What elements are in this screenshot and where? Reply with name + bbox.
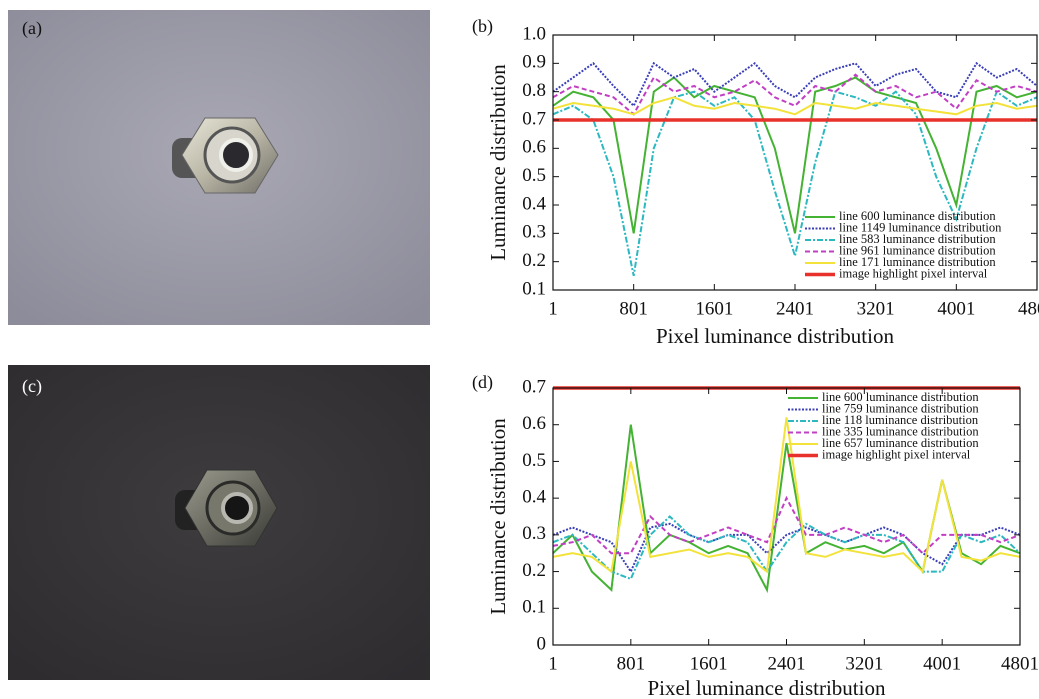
x-tick-label: 801 (619, 298, 648, 319)
y-axis-label: Luminance distribution (486, 64, 510, 261)
series-line (552, 522, 1021, 574)
panel-label: (c) (22, 376, 42, 397)
x-tick-label: 1601 (695, 298, 733, 319)
panel-chart_data-1: (d) 0 0.1 0.2 0.3 0.4 0.5 0.6 0.7 1 801 1601 2401 320… (472, 372, 1039, 699)
x-tick-label: 1601 (690, 653, 728, 674)
series-line (552, 90, 1038, 276)
y-tick-label: 0.7 (522, 376, 546, 397)
y-tick-label: 0.9 (522, 52, 546, 73)
y-tick-label: 0.1 (522, 597, 546, 618)
y-tick-label: 0.3 (522, 523, 546, 544)
y-tick-label: 0.6 (522, 137, 546, 158)
x-axis-label: Pixel luminance distribution (656, 324, 894, 348)
x-tick-label: 2401 (768, 653, 806, 674)
series-line (552, 417, 1021, 574)
y-tick-label: 0 (537, 633, 547, 654)
legend-label: image highlight pixel interval (822, 447, 971, 461)
y-axis-label: Luminance distribution (486, 418, 510, 615)
series-line (552, 73, 1038, 116)
photo-a: (a) (8, 10, 430, 325)
x-tick-label: 4801 (1018, 298, 1039, 319)
legend-label: line 118 luminance distribution (822, 413, 979, 427)
x-tick-label: 1 (548, 653, 558, 674)
y-tick-label: 0.3 (522, 222, 546, 243)
x-tick-label: 801 (617, 653, 646, 674)
legend-label: line 171 luminance distribution (839, 255, 996, 269)
x-tick-label: 3201 (857, 298, 895, 319)
series-line (552, 61, 1038, 108)
x-tick-label: 4001 (937, 298, 975, 319)
legend-label: line 600 luminance distribution (822, 390, 979, 404)
y-tick-label: 0.4 (522, 487, 546, 508)
legend-label: line 759 luminance distribution (822, 401, 979, 415)
series-line (552, 495, 1021, 555)
x-tick-label: 1 (548, 298, 558, 319)
y-tick-label: 0.4 (522, 193, 546, 214)
x-tick-label: 4801 (1001, 653, 1039, 674)
legend-label: line 961 luminance distribution (839, 243, 996, 257)
panel-label: (a) (22, 18, 42, 39)
series-line (552, 96, 1038, 116)
panel-label: (b) (472, 16, 493, 37)
series-line (552, 76, 1038, 234)
y-tick-label: 0.1 (522, 278, 546, 299)
x-tick-label: 3201 (845, 653, 883, 674)
x-tick-label: 4001 (923, 653, 961, 674)
y-tick-label: 0.8 (522, 80, 546, 101)
legend-label: line 1149 luminance distribution (839, 220, 1002, 234)
series-line (552, 515, 1021, 581)
y-tick-label: 0.5 (522, 450, 546, 471)
legend-label: image highlight pixel interval (839, 266, 988, 280)
y-tick-label: 0.5 (522, 165, 546, 186)
panel-label: (d) (472, 372, 493, 393)
legend-label: line 600 luminance distribution (839, 209, 996, 223)
y-tick-label: 0.2 (522, 560, 546, 581)
y-tick-label: 0.6 (522, 413, 546, 434)
legend-label: line 583 luminance distribution (839, 232, 996, 246)
legend-label: line 657 luminance distribution (822, 436, 979, 450)
panel-chart_data-0: (b) 0.1 0.2 0.3 0.4 0.5 0.6 0.7 0.8 0.9 1.0 1 801 160… (472, 16, 1039, 348)
x-axis-label: Pixel luminance distribution (648, 676, 886, 699)
y-tick-label: 0.7 (522, 108, 546, 129)
y-tick-label: 0.2 (522, 250, 546, 271)
photo-c: (c) (8, 365, 430, 680)
y-tick-label: 1.0 (522, 23, 546, 44)
x-tick-label: 2401 (776, 298, 814, 319)
legend-label: line 335 luminance distribution (822, 424, 979, 438)
